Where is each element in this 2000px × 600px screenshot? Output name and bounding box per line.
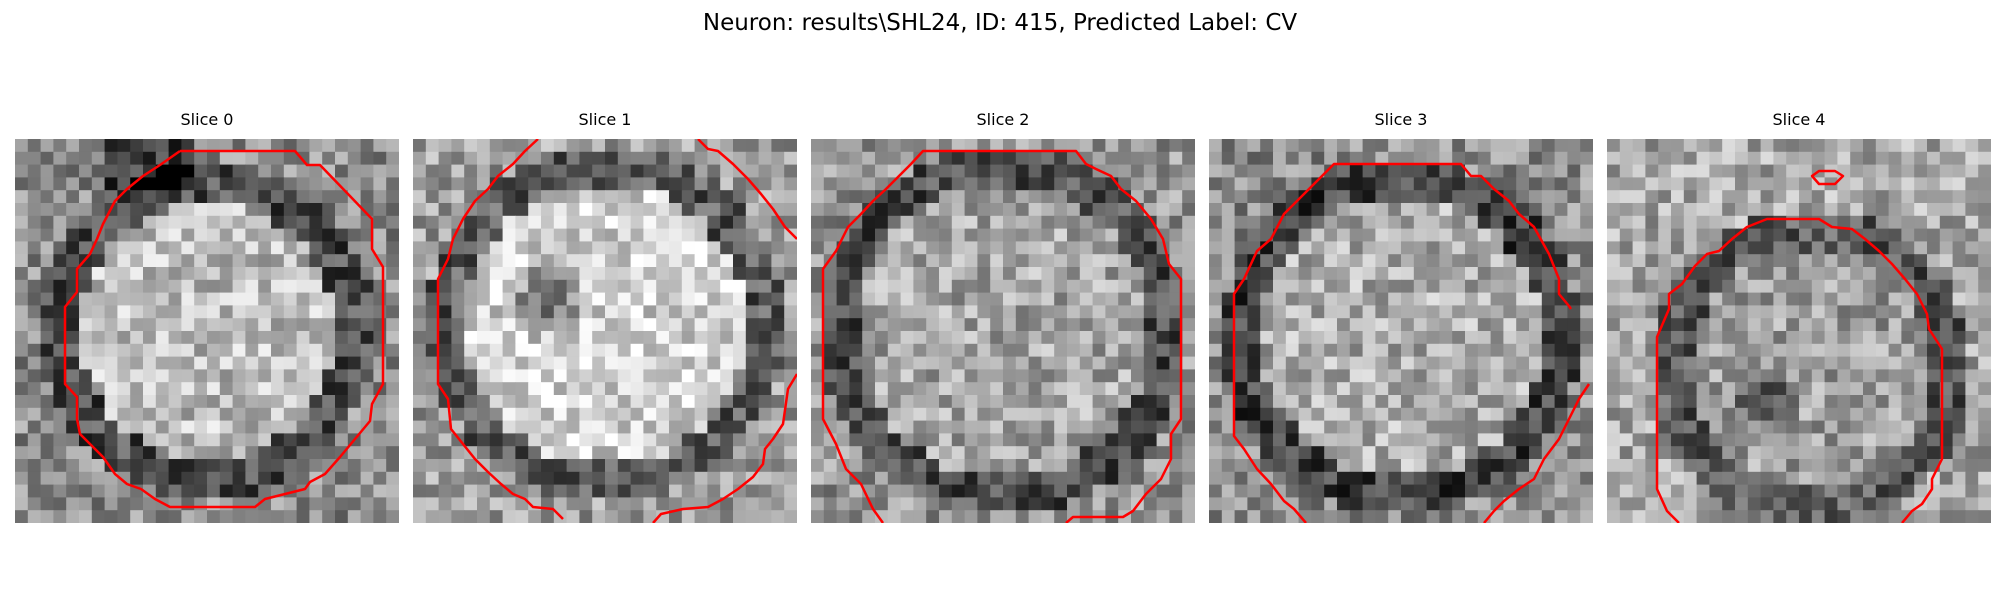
slice-title-4: Slice 4 bbox=[1772, 110, 1826, 129]
slice-image-0 bbox=[15, 139, 399, 523]
slice-panel-4: Slice 4 bbox=[1607, 110, 1991, 523]
slice-pixels-0 bbox=[15, 139, 399, 523]
slice-pixels-2 bbox=[811, 139, 1195, 523]
figure-title: Neuron: results\SHL24, ID: 415, Predicte… bbox=[702, 10, 1298, 36]
neuron-contour-4-small bbox=[1810, 169, 1845, 186]
neuron-contour-2 bbox=[821, 149, 1183, 523]
neuron-contour-1b bbox=[697, 139, 797, 240]
slice-image-4 bbox=[1607, 139, 1991, 523]
neuron-contour-4 bbox=[1655, 217, 1944, 523]
slice-pixels-3 bbox=[1209, 139, 1593, 523]
slice-panel-0: Slice 0 bbox=[15, 110, 399, 523]
slice-pixels-4 bbox=[1607, 139, 1991, 523]
slice-image-2 bbox=[811, 139, 1195, 523]
slice-title-3: Slice 3 bbox=[1374, 110, 1428, 129]
neuron-contour-1a bbox=[436, 139, 564, 520]
slice-title-0: Slice 0 bbox=[180, 110, 234, 129]
slice-panel-3: Slice 3 bbox=[1209, 110, 1593, 523]
neuron-contour-3 bbox=[1232, 162, 1573, 523]
neuron-contour-0 bbox=[63, 149, 385, 509]
slice-title-1: Slice 1 bbox=[578, 110, 632, 129]
slice-pixels-1 bbox=[413, 139, 797, 523]
slice-title-2: Slice 2 bbox=[976, 110, 1030, 129]
neuron-contour-3b bbox=[1483, 383, 1591, 523]
slice-image-3 bbox=[1209, 139, 1593, 523]
slice-image-1 bbox=[413, 139, 797, 523]
slice-panel-1: Slice 1 bbox=[413, 110, 797, 523]
neuron-contour-1c bbox=[652, 373, 797, 523]
slice-panel-2: Slice 2 bbox=[811, 110, 1195, 523]
